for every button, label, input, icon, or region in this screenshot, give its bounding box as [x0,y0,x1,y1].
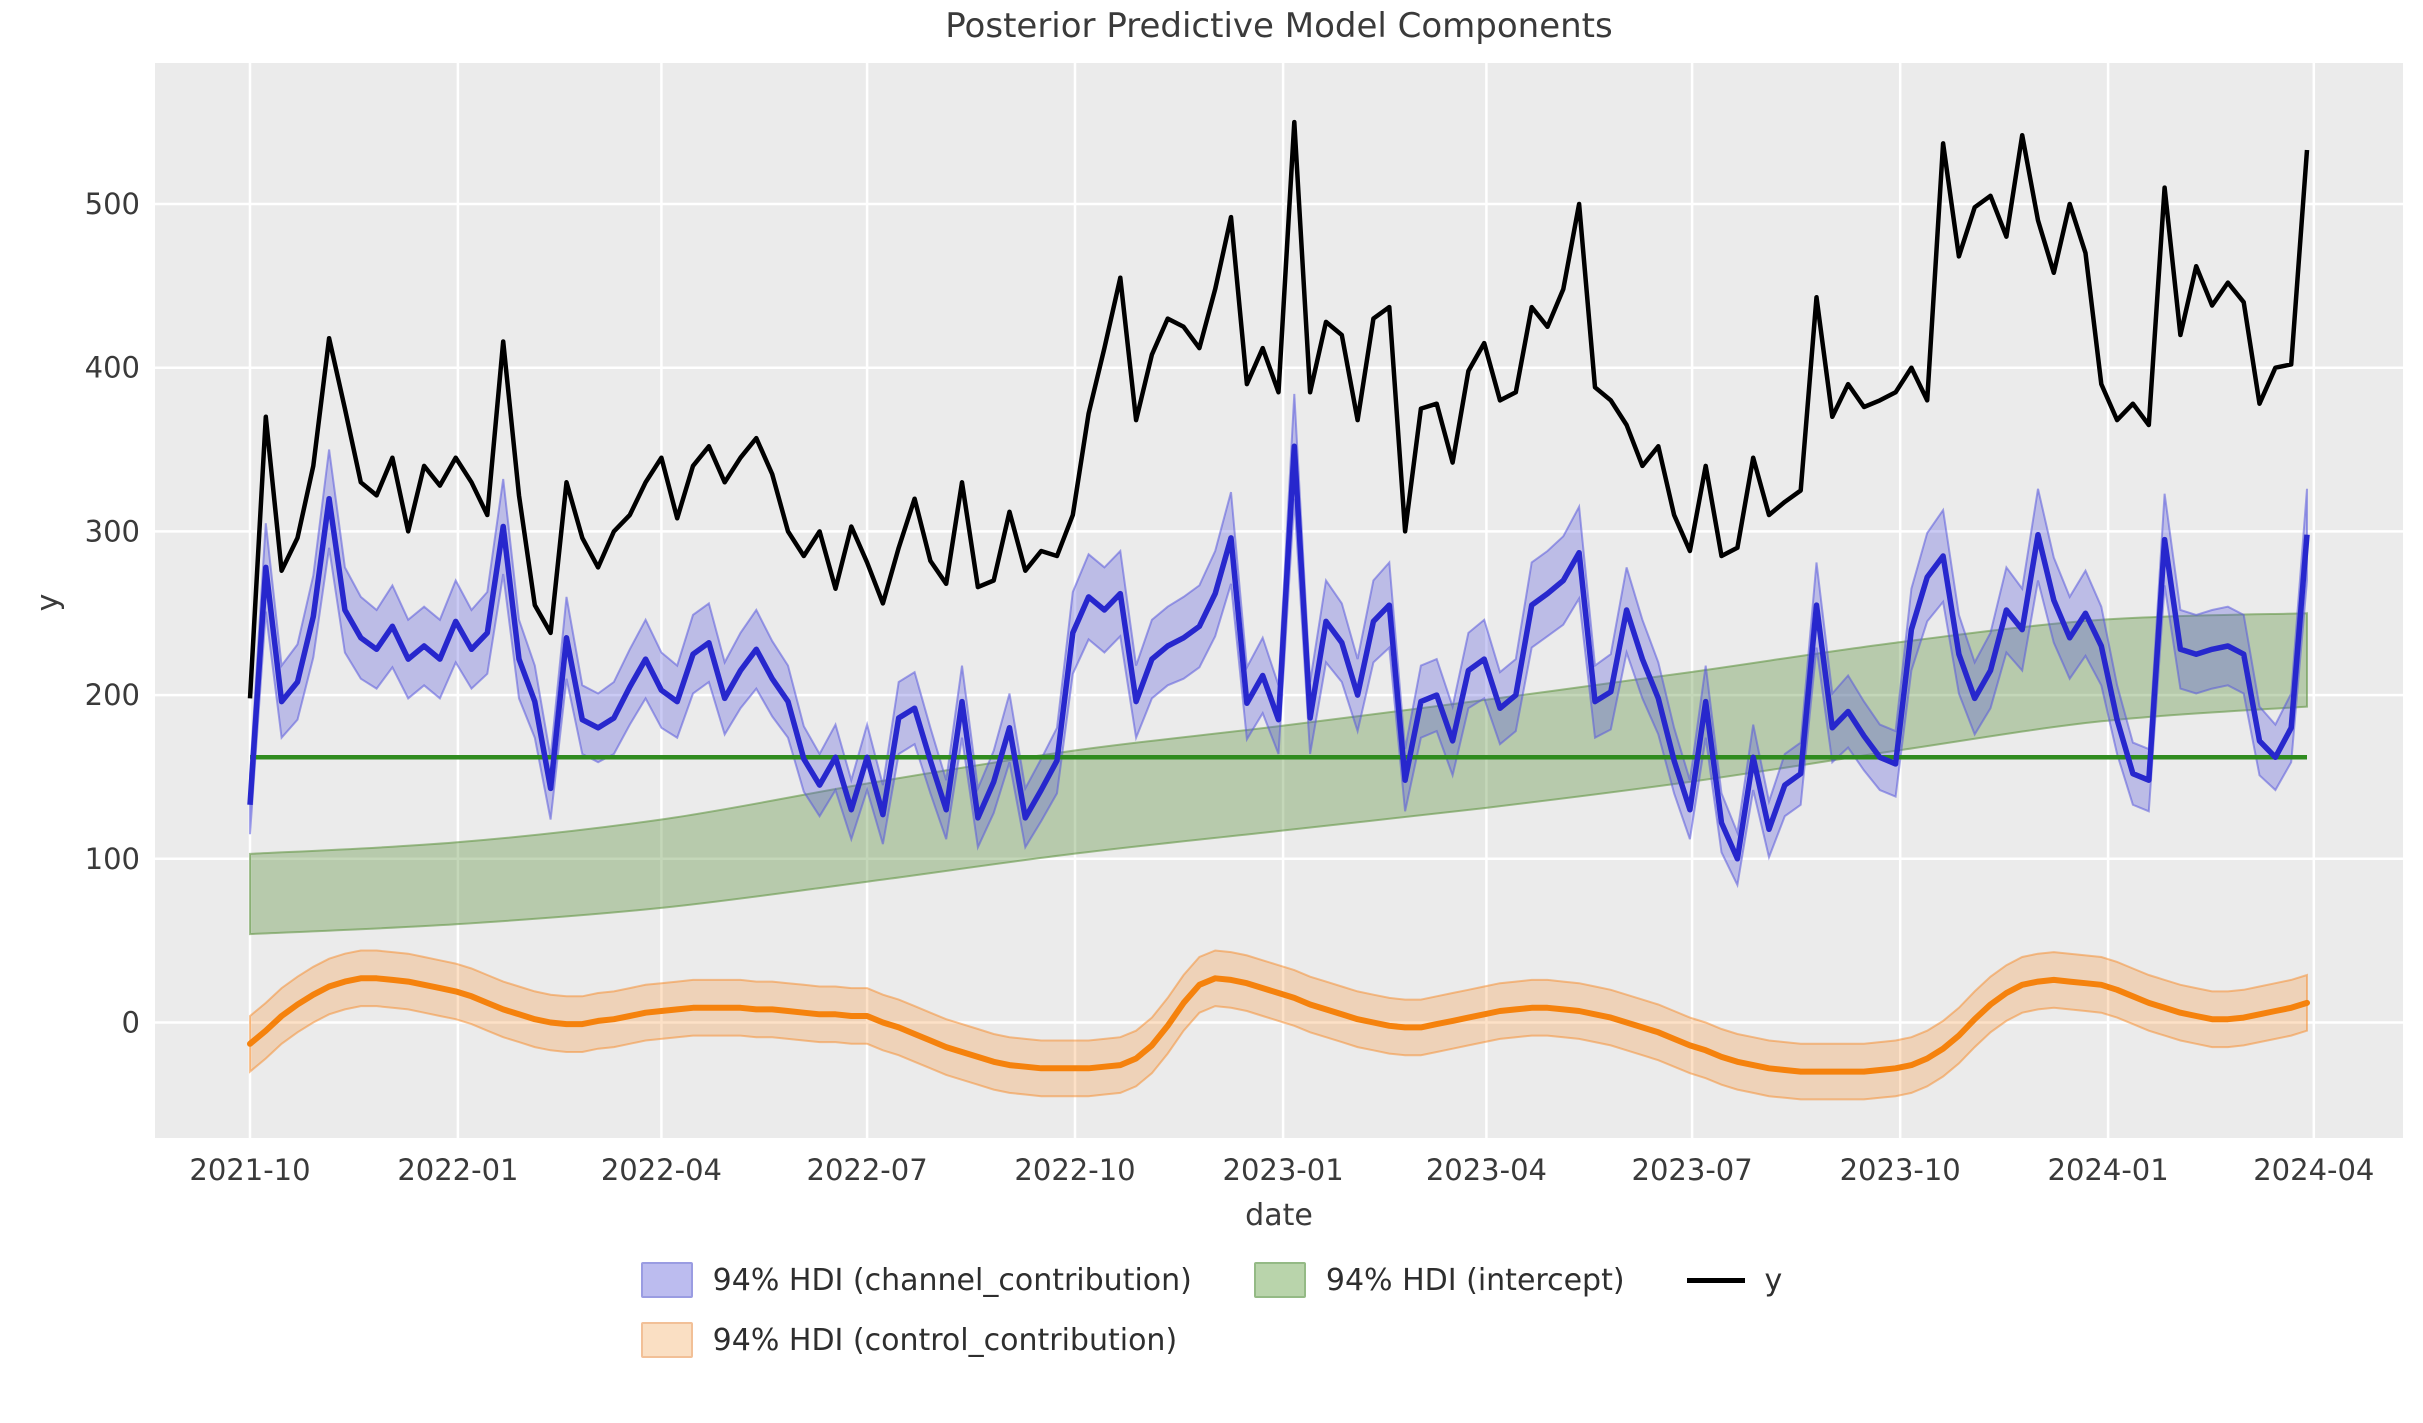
y-tick-label: 100 [85,842,140,876]
y-line [247,119,2310,699]
intercept-hdi-swatch [1253,1262,1306,1298]
x-tick-label: 2022-04 [601,1153,722,1187]
legend-entry-intercept: 94% HDI (intercept) [1253,1262,1625,1298]
y-line-swatch [1686,1277,1745,1283]
x-tick-label: 2023-04 [1426,1153,1547,1187]
x-tick-label: 2023-10 [1840,1153,1961,1187]
legend-entry-y: y [1686,1262,1783,1298]
legend-label-control: 94% HDI (control_contribution) [712,1322,1178,1358]
legend-label-intercept: 94% HDI (intercept) [1325,1262,1625,1298]
y-tick-label: 300 [85,514,140,548]
x-axis-label: date [1245,1198,1313,1233]
y-tick-label: 400 [85,351,140,385]
legend: 94% HDI (channel_contribution) 94% HDI (… [0,1262,2423,1358]
x-tick-label: 2024-01 [2048,1153,2169,1187]
channel-hdi-swatch [640,1262,693,1298]
legend-label-y: y [1764,1262,1783,1298]
x-tick-label: 2023-07 [1632,1153,1753,1187]
legend-grid: 94% HDI (channel_contribution) 94% HDI (… [640,1262,1783,1358]
channel-hdi-band [249,393,2308,889]
control-mean-line [247,975,2310,1075]
control-hdi-swatch [640,1322,693,1358]
x-tick-label: 2022-07 [807,1153,928,1187]
x-tick-label: 2022-10 [1014,1153,1135,1187]
y-tick-label: 200 [85,678,140,712]
x-tick-label: 2023-01 [1223,1153,1344,1187]
x-tick-label: 2022-01 [397,1153,518,1187]
legend-entry-control: 94% HDI (control_contribution) [640,1322,1192,1358]
chart-title: Posterior Predictive Model Components [945,6,1613,46]
legend-entry-channel: 94% HDI (channel_contribution) [640,1262,1192,1298]
x-tick-label: 2024-04 [2253,1153,2374,1187]
x-tick-label: 2021-10 [189,1153,310,1187]
legend-label-channel: 94% HDI (channel_contribution) [712,1262,1192,1298]
channel-mean-line [247,443,2310,862]
control-hdi-band [249,949,2308,1101]
y-tick-label: 500 [85,187,140,221]
y-axis-label: y [30,593,66,612]
y-tick-label: 0 [122,1006,140,1040]
